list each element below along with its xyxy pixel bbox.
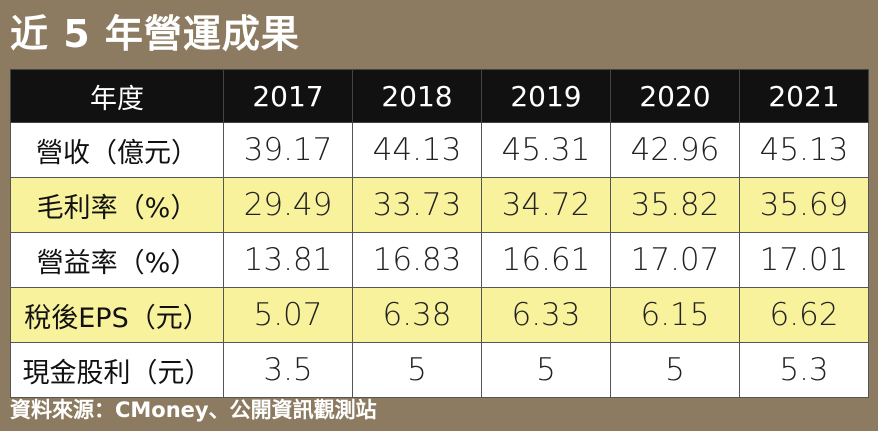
table-cell: 6.33 — [481, 287, 611, 343]
table-cell: 5.3 — [739, 342, 869, 398]
table-row: 毛利率（%） 29.49 33.73 34.72 35.82 35.69 — [10, 177, 869, 233]
row-label: 營益率（%） — [10, 232, 224, 288]
row-label: 營收（億元） — [10, 122, 224, 178]
table-cell: 45.13 — [739, 122, 869, 178]
row-label: 毛利率（%） — [10, 177, 224, 233]
source-note: 資料來源：CMoney、公開資訊觀測站 — [10, 398, 377, 422]
table-cell: 35.82 — [610, 177, 740, 233]
header-cell: 2019 — [481, 69, 611, 123]
table-cell: 5 — [352, 342, 482, 398]
table-cell: 6.62 — [739, 287, 869, 343]
header-cell: 2018 — [352, 69, 482, 123]
table-cell: 17.01 — [739, 232, 869, 288]
header-cell-year: 年度 — [10, 69, 224, 123]
table-cell: 35.69 — [739, 177, 869, 233]
table-row: 稅後EPS（元） 5.07 6.38 6.33 6.15 6.62 — [10, 287, 869, 343]
table-row: 現金股利（元） 3.5 5 5 5 5.3 — [10, 342, 869, 398]
table-cell: 6.15 — [610, 287, 740, 343]
table-cell: 6.38 — [352, 287, 482, 343]
table-row: 營收（億元） 39.17 44.13 45.31 42.96 45.13 — [10, 122, 869, 178]
table-cell: 33.73 — [352, 177, 482, 233]
header-cell: 2021 — [739, 69, 869, 123]
table-cell: 39.17 — [223, 122, 353, 178]
header-cell: 2020 — [610, 69, 740, 123]
table-cell: 5 — [610, 342, 740, 398]
table-cell: 3.5 — [223, 342, 353, 398]
table-cell: 13.81 — [223, 232, 353, 288]
table-cell: 5.07 — [223, 287, 353, 343]
row-label: 稅後EPS（元） — [10, 287, 224, 343]
header-cell: 2017 — [223, 69, 353, 123]
table-cell: 45.31 — [481, 122, 611, 178]
table-cell: 17.07 — [610, 232, 740, 288]
row-label: 現金股利（元） — [10, 342, 224, 398]
table-cell: 29.49 — [223, 177, 353, 233]
table-cell: 16.83 — [352, 232, 482, 288]
financial-table: 年度 2017 2018 2019 2020 2021 營收（億元） 39.17 4… — [10, 69, 869, 398]
table-cell: 34.72 — [481, 177, 611, 233]
table-header-row: 年度 2017 2018 2019 2020 2021 — [10, 69, 869, 123]
table-cell: 44.13 — [352, 122, 482, 178]
table-cell: 42.96 — [610, 122, 740, 178]
table-cell: 16.61 — [481, 232, 611, 288]
page-title: 近 5 年營運成果 — [10, 12, 300, 56]
table-row: 營益率（%） 13.81 16.83 16.61 17.07 17.01 — [10, 232, 869, 288]
table-cell: 5 — [481, 342, 611, 398]
